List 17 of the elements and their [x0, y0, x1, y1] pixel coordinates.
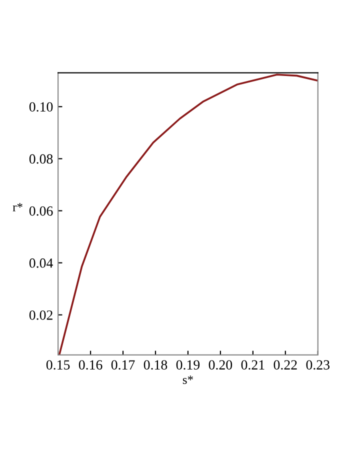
x-tick-label: 0.23 — [306, 360, 330, 370]
x-tick-label: 0.19 — [176, 360, 200, 370]
y-tick-label: 0.08 — [29, 154, 53, 164]
y-axis-title: r* — [12, 203, 22, 212]
x-tick-label: 0.18 — [144, 360, 168, 370]
y-tick-label: 0.06 — [29, 206, 53, 216]
x-tick-label: 0.22 — [274, 360, 297, 370]
x-tick-label: 0.21 — [241, 360, 264, 370]
y-tick-label: 0.04 — [29, 258, 53, 268]
x-tick-label: 0.16 — [78, 360, 102, 370]
y-tick-label: 0.02 — [29, 310, 52, 320]
x-tick-label: 0.15 — [46, 360, 70, 370]
x-axis-title: s* — [182, 376, 193, 384]
x-tick-label: 0.20 — [208, 360, 232, 370]
x-tick-label: 0.17 — [111, 360, 135, 370]
y-tick-label: 0.10 — [29, 102, 53, 112]
line-series — [58, 74, 318, 355]
